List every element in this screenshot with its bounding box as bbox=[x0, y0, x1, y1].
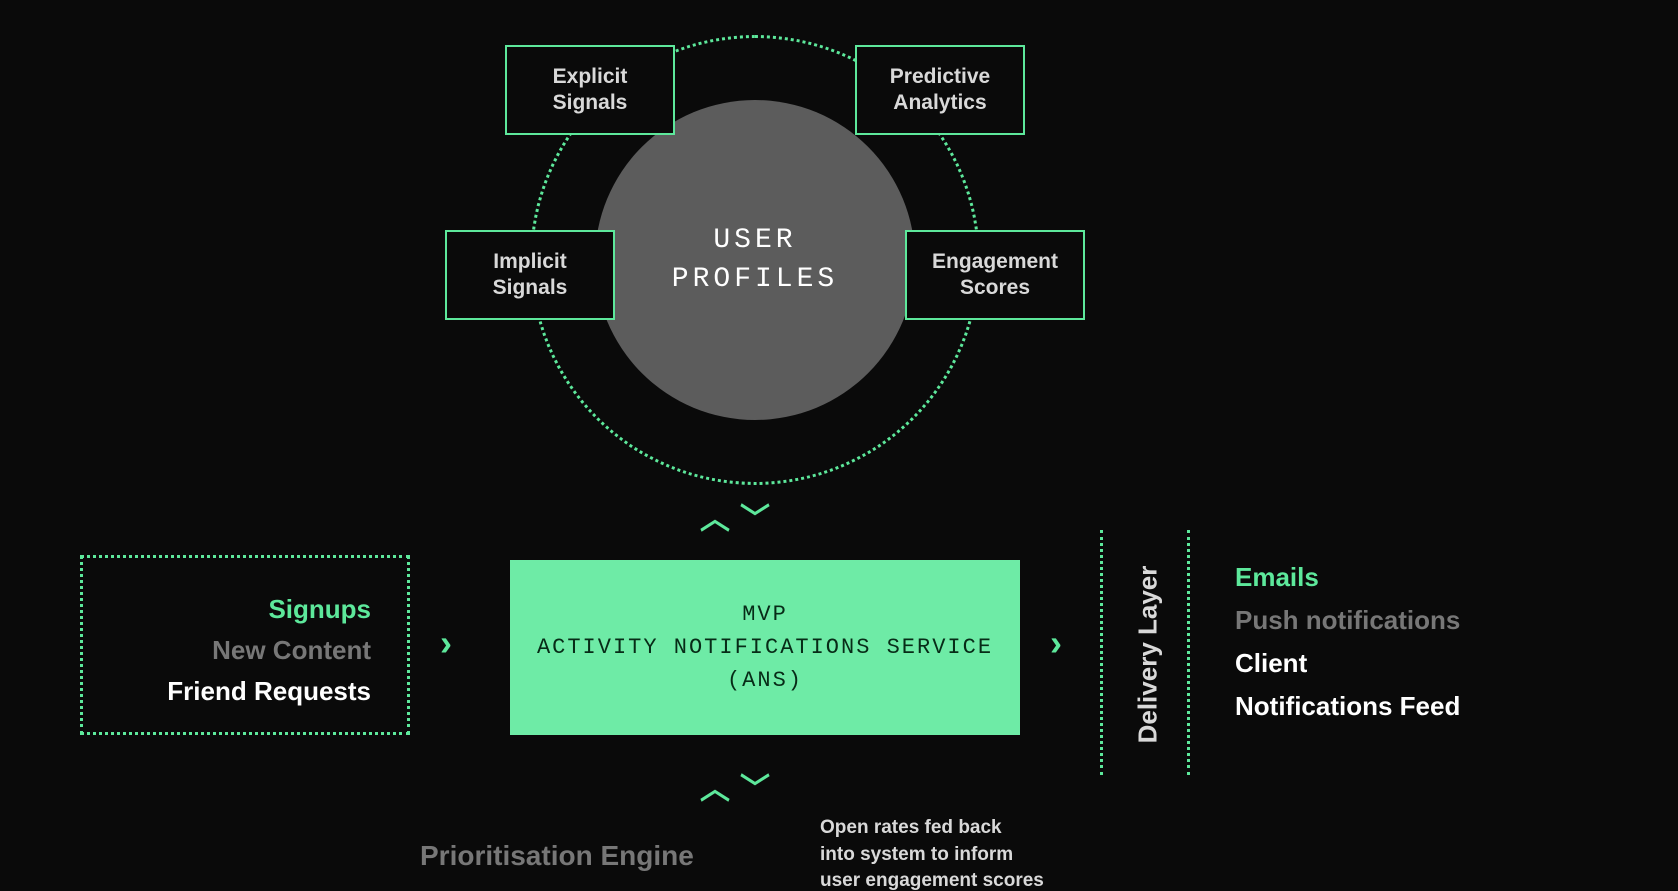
input-signups: Signups bbox=[119, 594, 371, 625]
user-profiles-circle: USER PROFILES bbox=[595, 100, 915, 420]
output-emails: Emails bbox=[1235, 562, 1460, 593]
output-push: Push notifications bbox=[1235, 605, 1460, 636]
delivery-layer-box: Delivery Layer bbox=[1100, 530, 1190, 775]
signal-box-engagement: Engagement Scores bbox=[905, 230, 1085, 320]
user-profiles-label: USER PROFILES bbox=[672, 221, 838, 299]
diagram-canvas: USER PROFILES Explicit Signals Predictiv… bbox=[0, 0, 1678, 891]
inputs-box: Signups New Content Friend Requests bbox=[80, 555, 410, 735]
arrow-top-updown: ︿﹀ bbox=[700, 505, 780, 535]
feedback-note: Open rates fed back into system to infor… bbox=[820, 815, 1044, 891]
output-feed: Notifications Feed bbox=[1235, 691, 1460, 722]
arrow-ans-to-delivery: › bbox=[1050, 625, 1062, 661]
signal-box-implicit: Implicit Signals bbox=[445, 230, 615, 320]
signal-box-explicit: Explicit Signals bbox=[505, 45, 675, 135]
input-requests: Friend Requests bbox=[119, 676, 371, 707]
outputs-list: Emails Push notifications Client Notific… bbox=[1235, 550, 1460, 734]
ans-label: MVP ACTIVITY NOTIFICATIONS SERVICE (ANS) bbox=[537, 598, 993, 697]
delivery-layer-label: Delivery Layer bbox=[1133, 554, 1164, 754]
arrow-bottom-updown: ︿﹀ bbox=[700, 775, 780, 805]
arrow-input-to-ans: › bbox=[440, 625, 452, 661]
output-client: Client bbox=[1235, 648, 1460, 679]
ans-box: MVP ACTIVITY NOTIFICATIONS SERVICE (ANS) bbox=[510, 560, 1020, 735]
input-content: New Content bbox=[119, 635, 371, 666]
prioritisation-label: Prioritisation Engine bbox=[420, 840, 694, 872]
signal-box-predictive: Predictive Analytics bbox=[855, 45, 1025, 135]
